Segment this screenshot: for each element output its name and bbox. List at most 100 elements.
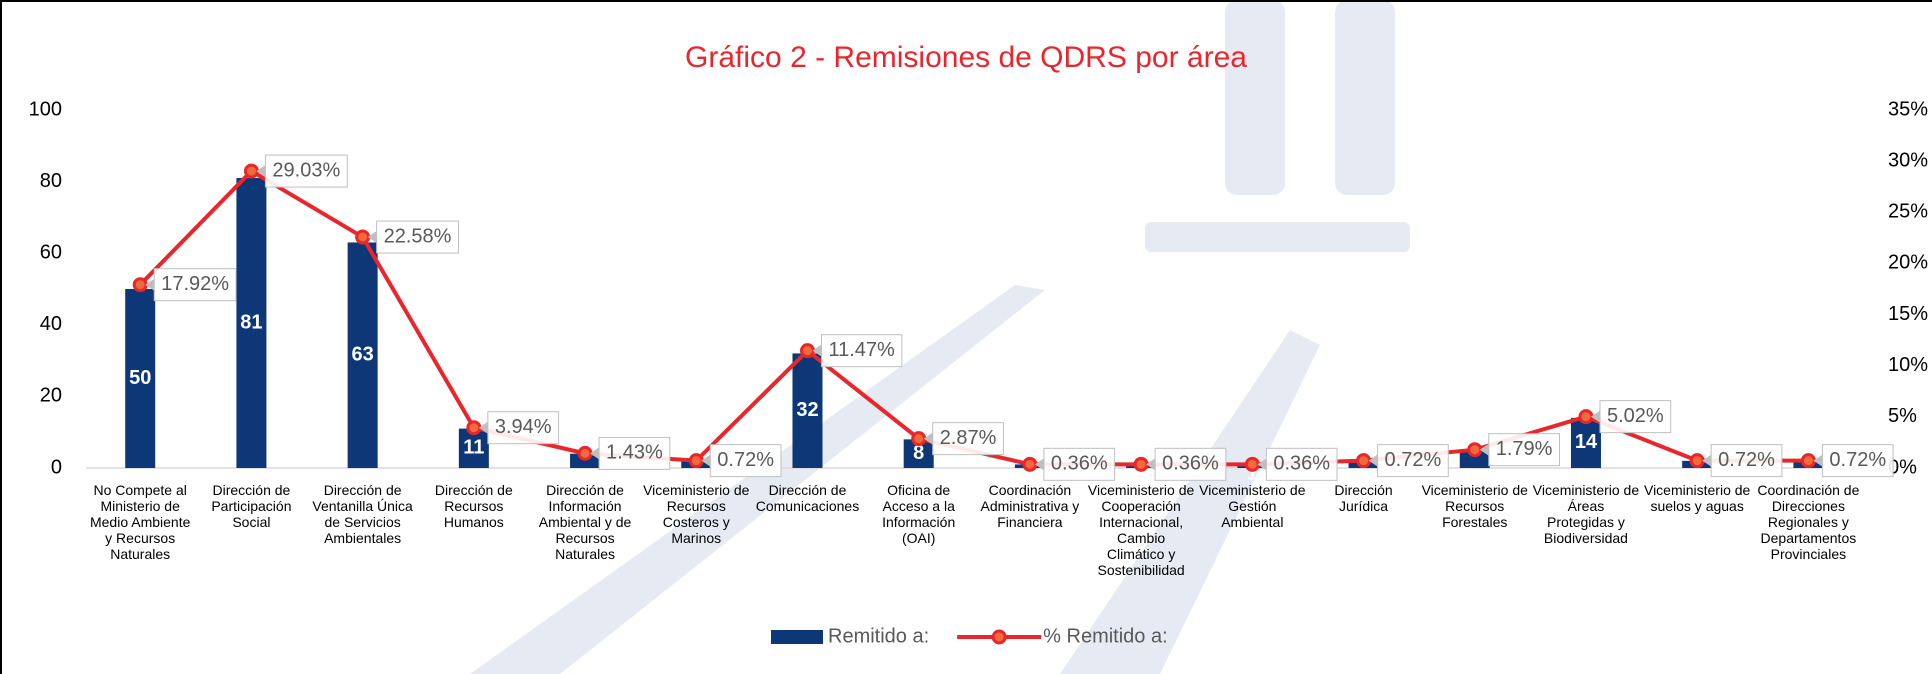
label-box: [1377, 444, 1449, 478]
bar: [236, 178, 267, 468]
line-point: [1244, 456, 1260, 472]
x-tick-label: Coordinación Administrativa y Financiera: [980, 482, 1080, 530]
label-pointer: [1257, 458, 1267, 471]
bar: [1570, 417, 1601, 468]
line-point: [1578, 409, 1594, 425]
label-pointer: [923, 432, 933, 445]
x-tick-label: Dirección de Información Ambiental y de …: [538, 482, 632, 562]
x-tick-label: Viceministerio de Cooperación Internacio…: [1087, 482, 1195, 578]
label-pointer: [1034, 458, 1044, 471]
line-point: [577, 445, 593, 461]
line-value-label: 17.92%: [161, 273, 229, 295]
label-pointer: [1479, 443, 1489, 456]
line-point: [799, 343, 815, 359]
label-box: [820, 334, 903, 368]
x-tick-label: Dirección de Recursos Humanos: [434, 482, 513, 530]
x-tick-label: Dirección de Ventanilla Única de Servici…: [312, 482, 413, 546]
line-value-label: 1.79%: [1496, 438, 1553, 460]
label-box: [1710, 444, 1783, 478]
y2-tick-label: 20%: [1888, 252, 1928, 274]
label-pointer: [1368, 454, 1378, 467]
line-value-label: 0.36%: [1273, 453, 1330, 475]
label-pointer: [367, 231, 377, 244]
line-point: [911, 431, 927, 447]
label-box: [932, 422, 1004, 456]
bar-value-label: 50: [129, 367, 151, 389]
y-tick-label: 60: [40, 241, 62, 263]
x-tick-label: Oficina de Acceso a la Información (OAI): [882, 482, 956, 546]
label-pointer: [256, 165, 266, 178]
x-tick-label: Dirección de Comunicaciones: [755, 482, 860, 514]
line-point: [466, 420, 482, 436]
bar: [1459, 450, 1490, 468]
line-value-label: 29.03%: [272, 159, 340, 181]
label-pointer: [812, 344, 822, 357]
x-tick-label: Viceministerio de Áreas Protegidas y Bio…: [1532, 482, 1640, 546]
label-box: [264, 154, 348, 188]
bar-value-label: 8: [913, 442, 924, 464]
x-tick-label: Dirección de Participación Social: [211, 482, 292, 530]
x-tick-label: Coordinación de Direcciones Regionales y…: [1757, 482, 1860, 562]
line-value-label: 0.36%: [1162, 453, 1219, 475]
y-tick-label: 100: [29, 98, 62, 120]
line-point: [355, 229, 371, 245]
bar-value-label: 32: [796, 399, 818, 421]
line-value-label: 0.72%: [717, 449, 774, 471]
line-value-label: 5.02%: [1607, 405, 1664, 427]
legend-label: % Remitido a:: [1043, 625, 1168, 647]
chart-title: Gráfico 2 - Remisiones de QDRS por área: [685, 41, 1247, 74]
line-value-label: 0.72%: [1385, 449, 1442, 471]
label-box: [1599, 400, 1672, 434]
label-pointer: [145, 278, 155, 291]
line-point: [1800, 453, 1816, 469]
label-box: [598, 436, 671, 470]
line-value-label: 2.87%: [940, 427, 997, 449]
label-pointer: [1146, 458, 1156, 471]
bar-value-label: 1: [1247, 463, 1258, 485]
line-value-label: 0.72%: [1829, 449, 1886, 471]
x-tick-label: Dirección Jurídica: [1334, 482, 1393, 514]
label-pointer: [1702, 454, 1712, 467]
y2-tick-label: 15%: [1888, 303, 1928, 325]
legend-swatch-point: [991, 629, 1007, 645]
label-pointer: [590, 447, 600, 460]
watermark: [470, 0, 1410, 674]
line-value-label: 0.72%: [1718, 449, 1775, 471]
line-point: [1467, 442, 1483, 458]
x-tick-label: No Compete al Ministerio de Medio Ambien…: [89, 482, 191, 562]
bar-value-label: 1: [1024, 463, 1035, 485]
label-box: [1821, 444, 1894, 478]
bar: [125, 289, 156, 468]
x-tick-label: Viceministerio de suelos y aguas: [1643, 482, 1751, 514]
label-box: [709, 444, 782, 478]
legend-label: Remitido a:: [828, 625, 929, 647]
line-value-label: 1.43%: [606, 442, 663, 464]
bar: [347, 242, 378, 468]
label-pointer: [1813, 454, 1823, 467]
label-pointer: [1590, 410, 1600, 423]
y-tick-label: 40: [40, 313, 62, 335]
bar-value-label: 63: [352, 344, 374, 366]
line-point: [1356, 453, 1372, 469]
label-box: [487, 411, 560, 445]
y2-tick-label: 0%: [1888, 456, 1917, 478]
bar-value-label: 81: [240, 311, 262, 333]
y2-tick-label: 10%: [1888, 354, 1928, 376]
y-tick-label: 0: [51, 456, 62, 478]
y2-tick-label: 25%: [1888, 201, 1928, 223]
label-pointer: [701, 454, 711, 467]
label-box: [1043, 447, 1116, 481]
y-tick-label: 20: [40, 385, 62, 407]
line-point: [243, 163, 259, 179]
line-value-label: 22.58%: [384, 225, 452, 247]
bar: [792, 353, 823, 468]
line-point: [1689, 453, 1705, 469]
line-point: [688, 453, 704, 469]
legend-swatch: [771, 630, 823, 644]
line-point: [1022, 456, 1038, 472]
label-box: [376, 220, 459, 254]
bar-value-label: 1: [1136, 463, 1147, 485]
